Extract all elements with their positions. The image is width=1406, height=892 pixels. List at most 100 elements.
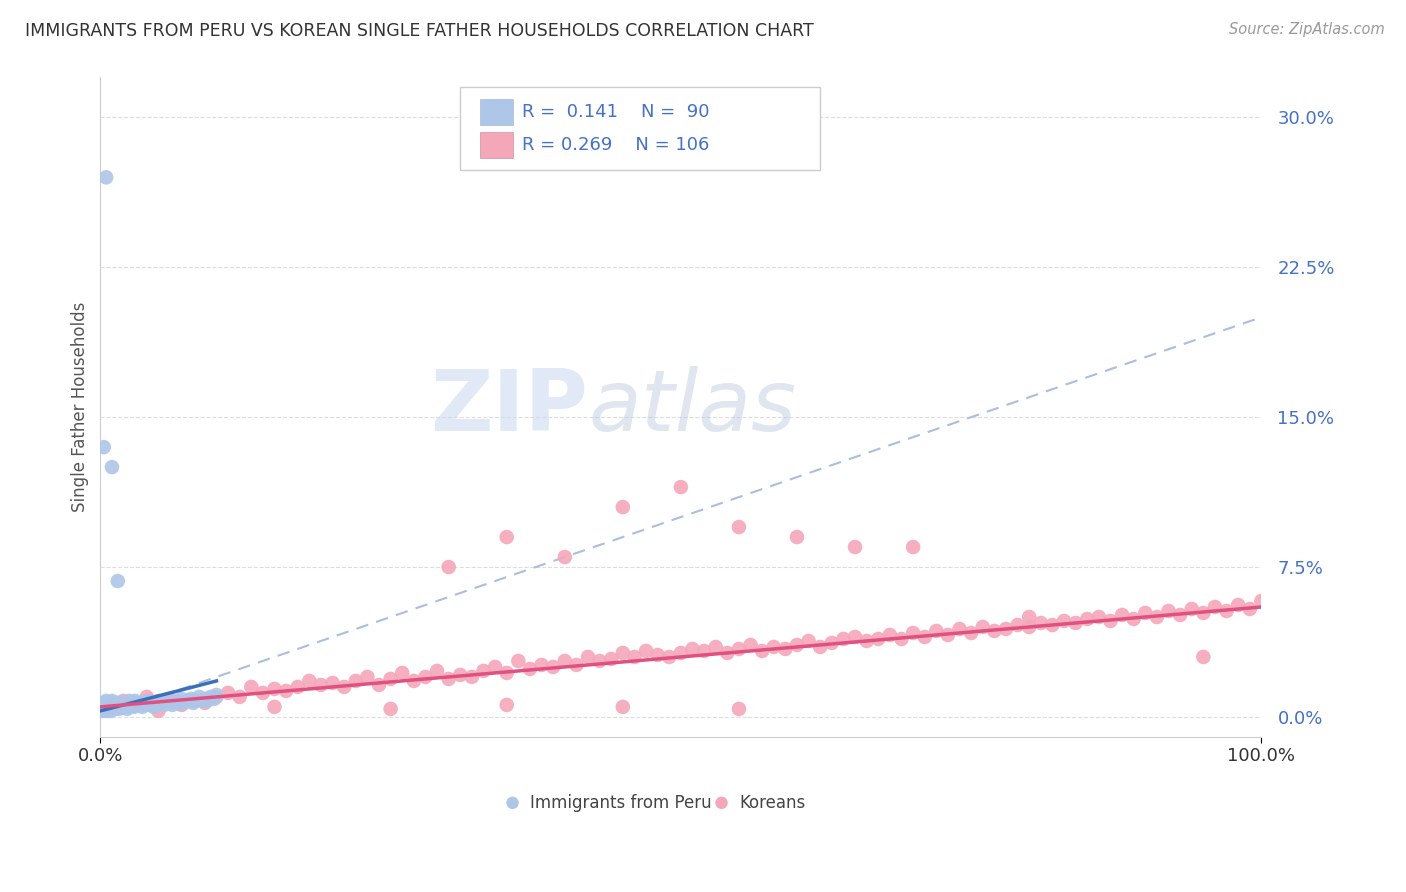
Point <box>704 640 727 654</box>
Point <box>495 665 517 680</box>
Point <box>380 672 402 686</box>
Point <box>96 699 118 714</box>
Point <box>101 699 124 714</box>
Point <box>472 664 495 678</box>
Point <box>191 694 214 708</box>
Point <box>94 696 117 710</box>
Point <box>1029 615 1052 630</box>
Point <box>1181 602 1204 616</box>
Point <box>1018 610 1040 624</box>
Point <box>100 698 122 712</box>
Point <box>115 702 138 716</box>
Point <box>541 660 564 674</box>
Point <box>449 668 471 682</box>
Point <box>93 712 115 726</box>
Point <box>1099 614 1122 628</box>
Point <box>437 672 460 686</box>
Text: Koreans: Koreans <box>740 794 806 812</box>
Point <box>356 670 378 684</box>
Point <box>108 696 131 710</box>
Point <box>600 652 623 666</box>
Point <box>437 560 460 574</box>
Point <box>97 704 120 718</box>
Point <box>821 636 844 650</box>
Point <box>1146 610 1168 624</box>
Point <box>914 630 936 644</box>
Point <box>149 696 172 710</box>
Point <box>118 694 141 708</box>
Point <box>519 662 541 676</box>
Point <box>775 642 797 657</box>
Point <box>101 696 124 710</box>
Point <box>205 690 228 704</box>
Point <box>994 622 1017 636</box>
Point <box>1042 618 1064 632</box>
Point <box>135 694 157 708</box>
Point <box>96 694 118 708</box>
Point <box>93 698 115 712</box>
Point <box>565 657 588 672</box>
Point <box>107 574 129 588</box>
Point <box>368 678 391 692</box>
Point <box>96 699 118 714</box>
Point <box>103 699 125 714</box>
Point <box>612 699 634 714</box>
Point <box>91 699 114 714</box>
Point <box>159 692 181 706</box>
Point <box>612 646 634 660</box>
Point <box>530 657 553 672</box>
Point <box>156 694 179 708</box>
Point <box>751 644 773 658</box>
Point <box>1157 604 1180 618</box>
Text: Immigrants from Peru: Immigrants from Peru <box>530 794 711 812</box>
Point <box>1135 606 1157 620</box>
Point <box>94 696 117 710</box>
Point <box>263 681 285 696</box>
Point <box>808 640 831 654</box>
Point <box>107 699 129 714</box>
Point <box>108 702 131 716</box>
Point <box>104 698 127 712</box>
Point <box>170 698 193 712</box>
Point <box>508 654 530 668</box>
Point <box>461 670 484 684</box>
Point <box>287 680 309 694</box>
Point <box>97 699 120 714</box>
Point <box>138 698 160 712</box>
Point <box>554 549 576 564</box>
Point <box>114 699 136 714</box>
Point <box>121 696 143 710</box>
Point <box>890 632 912 646</box>
Point <box>142 699 165 714</box>
Point <box>101 694 124 708</box>
Point <box>110 698 132 712</box>
Point <box>309 678 332 692</box>
Point <box>91 699 114 714</box>
Point <box>983 624 1005 638</box>
Point <box>322 676 344 690</box>
Point <box>105 698 128 712</box>
Point <box>554 654 576 668</box>
Point <box>96 698 118 712</box>
Point <box>1239 602 1261 616</box>
Point <box>165 694 187 708</box>
Point <box>634 644 657 658</box>
Point <box>96 704 118 718</box>
Text: Source: ZipAtlas.com: Source: ZipAtlas.com <box>1229 22 1385 37</box>
Point <box>786 530 808 544</box>
Point <box>180 692 202 706</box>
Point <box>936 628 959 642</box>
Point <box>181 696 204 710</box>
Point <box>111 696 134 710</box>
Point <box>121 698 143 712</box>
Point <box>101 699 124 714</box>
Text: R = 0.269    N = 106: R = 0.269 N = 106 <box>522 136 709 153</box>
Point <box>1111 607 1133 622</box>
Point <box>623 649 645 664</box>
Point <box>135 690 157 704</box>
Point <box>194 692 217 706</box>
Point <box>274 684 297 698</box>
Point <box>103 699 125 714</box>
Text: ZIP: ZIP <box>430 366 588 449</box>
Point <box>107 698 129 712</box>
